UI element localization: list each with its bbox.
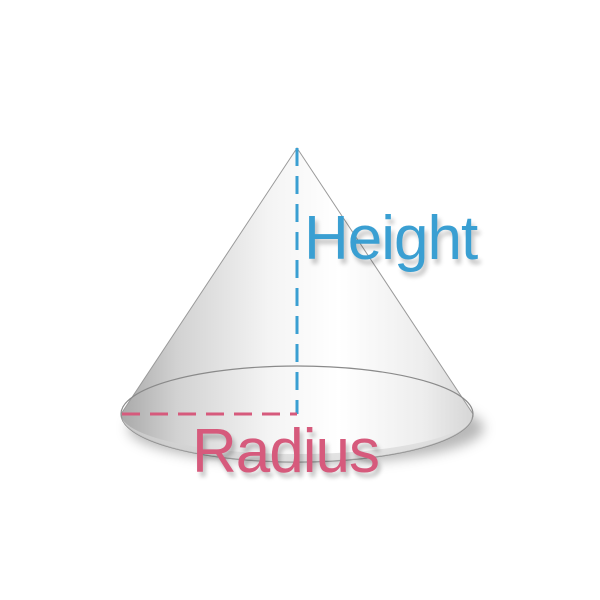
radius-label: Radius (192, 417, 380, 486)
height-label: Height (304, 204, 478, 273)
cone-base-band (121, 414, 473, 462)
